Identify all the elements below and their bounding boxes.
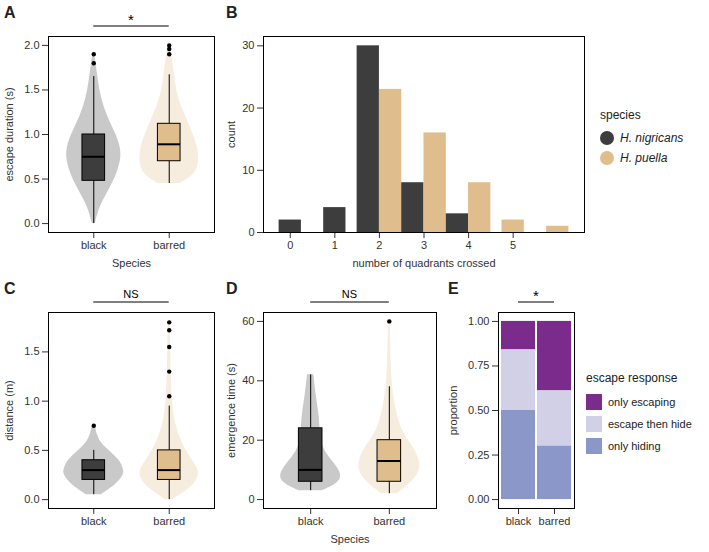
svg-text:Species: Species xyxy=(330,533,370,545)
svg-text:0.25: 0.25 xyxy=(468,449,489,461)
svg-text:3: 3 xyxy=(421,239,427,251)
svg-text:count: count xyxy=(225,121,237,148)
svg-text:black: black xyxy=(81,515,107,527)
svg-text:proportion: proportion xyxy=(447,386,459,436)
svg-text:0.0: 0.0 xyxy=(24,493,39,505)
html-text:D: D xyxy=(226,280,238,297)
html-text:A: A xyxy=(4,4,16,21)
svg-text:Species: Species xyxy=(112,257,152,269)
svg-text:barred: barred xyxy=(153,239,185,251)
html-text:escape then hide: escape then hide xyxy=(608,418,692,430)
html-text:only escaping: only escaping xyxy=(608,396,676,408)
svg-text:NS: NS xyxy=(342,288,357,300)
svg-text:1.5: 1.5 xyxy=(24,83,39,95)
svg-text:*: * xyxy=(533,287,539,304)
svg-text:0.0: 0.0 xyxy=(24,217,39,229)
svg-text:black: black xyxy=(506,515,532,527)
svg-text:2: 2 xyxy=(376,239,382,251)
svg-text:barred: barred xyxy=(373,515,405,527)
svg-text:emergence time (s): emergence time (s) xyxy=(225,363,237,458)
svg-text:escape duration (s): escape duration (s) xyxy=(3,87,15,181)
svg-text:0.75: 0.75 xyxy=(468,359,489,371)
html-text:species: species xyxy=(600,108,641,122)
svg-text:5: 5 xyxy=(510,239,516,251)
svg-text:barred: barred xyxy=(539,515,571,527)
svg-text:0.5: 0.5 xyxy=(24,444,39,456)
html-text:only hiding: only hiding xyxy=(608,440,661,452)
html-text:H. puella: H. puella xyxy=(620,151,668,165)
svg-text:30: 30 xyxy=(242,39,254,51)
html-text:B: B xyxy=(226,4,238,21)
html-text:escape response: escape response xyxy=(586,371,678,385)
svg-text:0: 0 xyxy=(287,239,293,251)
svg-text:0: 0 xyxy=(248,493,254,505)
svg-text:0.5: 0.5 xyxy=(24,173,39,185)
svg-text:black: black xyxy=(81,239,107,251)
svg-text:1.0: 1.0 xyxy=(24,128,39,140)
svg-text:40: 40 xyxy=(242,374,254,386)
svg-text:NS: NS xyxy=(123,288,138,300)
svg-text:20: 20 xyxy=(242,102,254,114)
html-text:E: E xyxy=(448,280,459,297)
html-text:C: C xyxy=(4,280,16,297)
svg-text:1: 1 xyxy=(332,239,338,251)
svg-text:number of quadrants crossed: number of quadrants crossed xyxy=(352,257,495,269)
html-text:H. nigricans: H. nigricans xyxy=(620,131,684,145)
svg-text:barred: barred xyxy=(153,515,185,527)
svg-text:distance (m): distance (m) xyxy=(3,380,15,441)
svg-text:0.50: 0.50 xyxy=(468,404,489,416)
svg-text:black: black xyxy=(298,515,324,527)
svg-text:*: * xyxy=(128,11,134,28)
svg-text:10: 10 xyxy=(242,164,254,176)
svg-text:0.00: 0.00 xyxy=(468,493,489,505)
svg-text:1.0: 1.0 xyxy=(24,395,39,407)
svg-text:20: 20 xyxy=(242,434,254,446)
svg-text:60: 60 xyxy=(242,315,254,327)
svg-text:4: 4 xyxy=(466,239,472,251)
svg-text:2.0: 2.0 xyxy=(24,39,39,51)
svg-text:1.5: 1.5 xyxy=(24,345,39,357)
svg-text:1.00: 1.00 xyxy=(468,315,489,327)
svg-text:0: 0 xyxy=(248,226,254,238)
